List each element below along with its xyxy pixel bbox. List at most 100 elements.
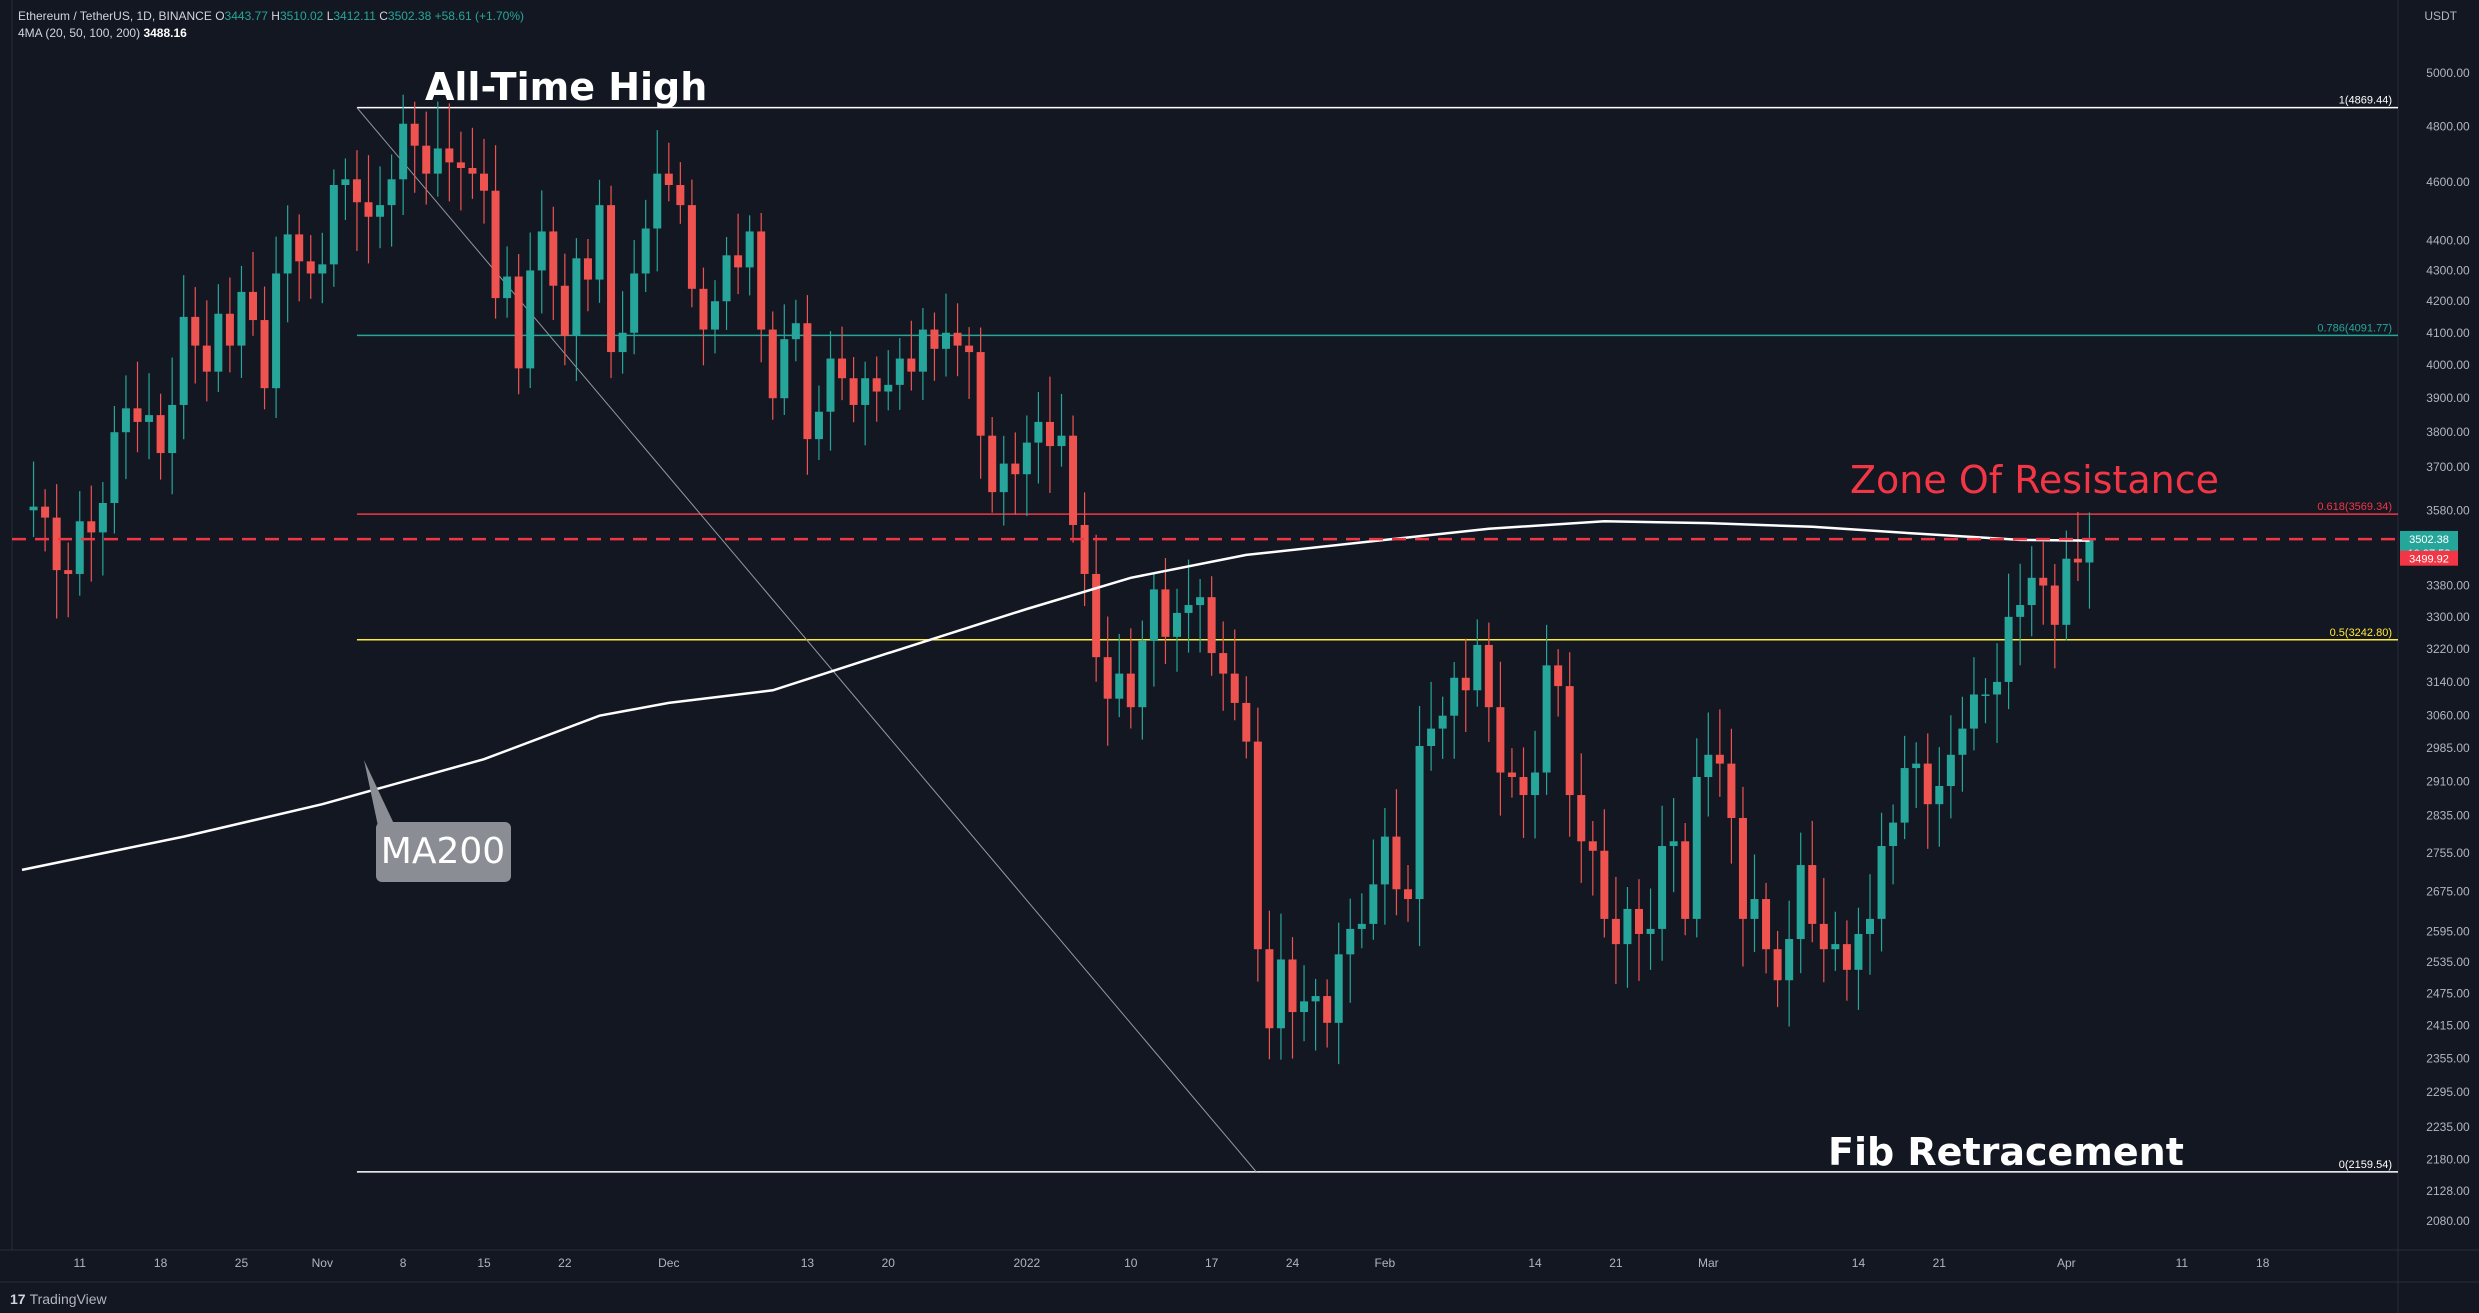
y-tick-label: 2535.00 [2426, 955, 2470, 969]
change-value: +58.61 (+1.70%) [434, 9, 525, 23]
candle-body-up [526, 270, 535, 369]
y-tick-label: 2128.00 [2426, 1184, 2470, 1198]
candle-body-down [456, 162, 465, 169]
candle-body-down [838, 358, 847, 379]
candle-body-up [1785, 939, 1794, 981]
candle-body-up [329, 185, 338, 265]
candle-body-down [1069, 435, 1078, 525]
candle-body-up [1311, 996, 1320, 1002]
candle-body-down [1727, 763, 1736, 818]
candle-body-up [29, 506, 38, 511]
price-tag-value: 3502.38 [2409, 534, 2449, 546]
x-tick-label: 10 [1124, 1256, 1138, 1270]
candle-body-down [295, 234, 304, 262]
y-tick-label: 3140.00 [2426, 675, 2470, 689]
candle-body-down [514, 276, 523, 369]
candle-body-down [965, 345, 974, 353]
ma200-callout-box [376, 822, 511, 882]
candle-body-down [687, 205, 696, 289]
candle-body-down [260, 320, 269, 389]
candle-body-up [1138, 640, 1147, 708]
x-tick-label: 11 [74, 1256, 87, 1270]
y-tick-label: 2985.00 [2426, 741, 2470, 755]
candle-body-up [214, 313, 223, 372]
x-tick-label: 14 [1852, 1256, 1866, 1270]
x-tick-label: Apr [2057, 1256, 2076, 1270]
candle-body-down [699, 288, 708, 330]
x-tick-label: 18 [2256, 1256, 2270, 1270]
candle-body-down [1230, 673, 1239, 703]
high-label: H [271, 9, 280, 23]
candle-body-up [2004, 616, 2013, 682]
y-tick-label: 3380.00 [2426, 579, 2470, 593]
candle-body-down [1565, 686, 1574, 796]
candle-body-down [41, 506, 50, 518]
x-tick-label: 15 [477, 1256, 491, 1270]
candle-body-up [1531, 772, 1540, 796]
candle-body-up [711, 301, 719, 330]
high-value: 3510.02 [279, 9, 324, 23]
candle-body-down [560, 285, 569, 336]
currency-label[interactable]: USDT [2424, 9, 2457, 23]
close-label: C [379, 9, 388, 23]
candle-body-up [1334, 954, 1343, 1023]
x-tick-label: Nov [312, 1256, 333, 1270]
y-tick-label: 4800.00 [2426, 119, 2470, 133]
annotation-all-time-high: All-Time High [425, 65, 707, 109]
candle-body-up [1946, 754, 1955, 786]
candle-body-down [202, 345, 211, 372]
fib-level-label: 0(2159.54) [2339, 1159, 2392, 1171]
candle-body-down [1681, 841, 1690, 919]
candle-body-up [387, 179, 396, 206]
candle-body-up [1357, 923, 1366, 929]
candle-body-up [1115, 673, 1124, 699]
candle-body-up [1346, 928, 1355, 955]
candle-body-up [145, 415, 154, 422]
y-tick-label: 4100.00 [2426, 326, 2470, 340]
candle-body-down [757, 231, 766, 330]
price-tag[interactable] [2400, 550, 2458, 566]
annotation-ma200: MA200 [381, 831, 505, 872]
y-tick-label: 4600.00 [2426, 175, 2470, 189]
candle-body-up [1877, 846, 1886, 919]
candle-body-down [768, 329, 777, 399]
low-value: 3412.11 [333, 9, 376, 23]
candle-body-up [1646, 928, 1655, 934]
y-tick-label: 2910.00 [2426, 774, 2470, 788]
x-tick-label: 13 [801, 1256, 815, 1270]
annotation-zone-of-resistance: Zone Of Resistance [1850, 458, 2219, 502]
candle-body-up [1427, 728, 1436, 746]
candle-body-up [1473, 644, 1482, 691]
candle-body-up [1380, 836, 1389, 885]
candle-body-down [1461, 677, 1470, 691]
candle-body-down [1762, 899, 1771, 950]
y-tick-label: 3300.00 [2426, 610, 2470, 624]
candle-body-down [249, 291, 257, 321]
ma-value: 3488.16 [143, 26, 187, 40]
candle-body-down [872, 378, 881, 392]
candle-body-down [1588, 841, 1597, 851]
candle-body-up [1935, 785, 1944, 805]
candle-body-up [1057, 435, 1066, 447]
candle-body-down [1288, 959, 1297, 1013]
candle-body-down [1554, 665, 1563, 687]
candle-body-down [1923, 763, 1932, 805]
candle-body-up [1669, 841, 1678, 847]
candle-body-down [468, 168, 477, 174]
candle-body-down [445, 148, 454, 163]
tradingview-logo[interactable]: 17 TradingView [10, 1291, 107, 1307]
y-tick-label: 3700.00 [2426, 460, 2470, 474]
indicator-header[interactable]: 4MA (20, 50, 100, 200) 3488.16 [18, 26, 187, 40]
y-tick-label: 3580.00 [2426, 503, 2470, 517]
open-value: 3443.77 [224, 9, 268, 23]
ma200-line [21, 520, 2090, 872]
candle-body-down [1738, 817, 1747, 919]
candle-body-down [1484, 644, 1493, 708]
x-tick-label: Mar [1698, 1256, 1719, 1270]
candle-body-down [1600, 850, 1609, 919]
y-tick-label: 3060.00 [2426, 709, 2470, 723]
x-tick-label: 24 [1286, 1256, 1300, 1270]
candle-body-up [895, 358, 904, 385]
